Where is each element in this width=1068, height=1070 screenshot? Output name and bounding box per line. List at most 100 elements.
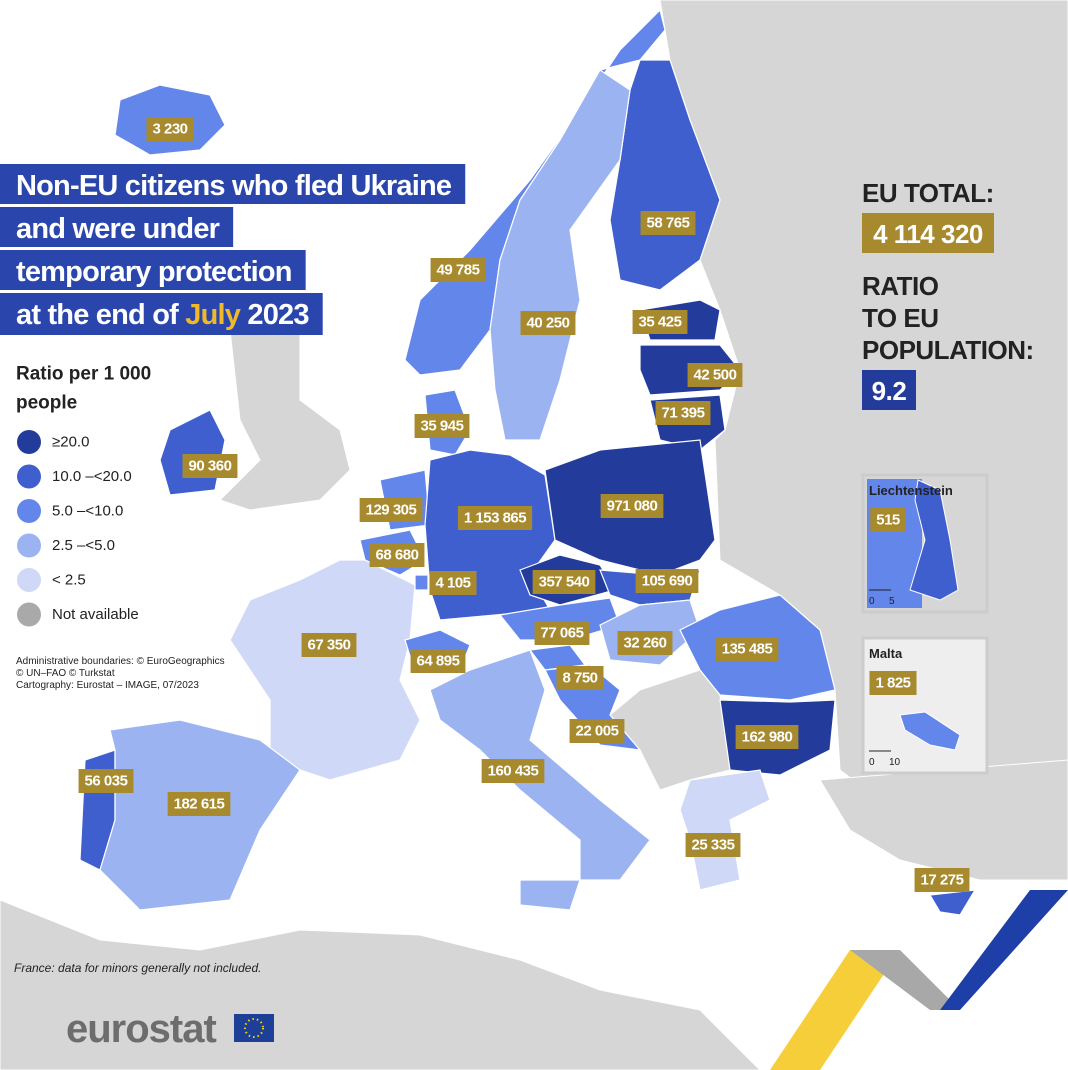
value-label-box [635, 569, 699, 593]
value-label-box [600, 494, 664, 518]
value-label-box [534, 621, 590, 645]
value-label-text: 71 395 [662, 405, 705, 422]
value-label-box [182, 454, 238, 478]
logo: eurostat [66, 1007, 274, 1051]
value-label: 68 680 [369, 543, 425, 567]
ratio-label: POPULATION: [862, 335, 1034, 365]
legend-swatch [17, 602, 41, 627]
credit-line: Administrative boundaries: © EuroGeograp… [16, 656, 225, 667]
credit-line: © UN–FAO © Turkstat [16, 668, 115, 679]
value-label-text: 35 945 [421, 418, 464, 435]
value-label-text: 56 035 [85, 773, 128, 790]
title-month: July [185, 299, 240, 331]
inset: Liechtenstein 515 0 5 [861, 473, 989, 614]
north-africa [0, 899, 761, 1070]
inset-country [899, 711, 961, 751]
value-label-text: 129 305 [366, 502, 417, 519]
value-label-text: 40 250 [527, 315, 570, 332]
ratio-box [862, 370, 916, 410]
value-label: 4 105 [429, 571, 477, 595]
legend-swatch [17, 533, 41, 558]
value-label-box [359, 498, 423, 522]
legend-swatch [17, 430, 41, 454]
legend-title: people [16, 393, 77, 414]
value-label: 1 153 865 [457, 506, 533, 530]
ribbon [770, 890, 1068, 1070]
eu-total-label: EU TOTAL: [862, 178, 994, 208]
inset-value-text: 515 [876, 512, 900, 529]
title-bg [0, 207, 234, 247]
value-label-box [414, 414, 470, 438]
value-label-box [556, 666, 604, 690]
inset: Malta 1 825 0 10 [861, 636, 989, 775]
value-label-text: 17 275 [921, 872, 964, 889]
country [679, 769, 771, 891]
inset-value-box [870, 508, 906, 532]
footnote: France: data for minors generally not in… [14, 961, 261, 975]
value-label-text: 971 080 [607, 498, 658, 515]
inset-value-text: 1 825 [875, 675, 910, 692]
value-label-box [914, 868, 970, 892]
country [229, 559, 421, 781]
value-label-box [481, 759, 545, 783]
legend-swatch [17, 464, 41, 489]
country [414, 574, 429, 591]
title-line: at the end of July 2023 [16, 299, 309, 331]
value-label-text: 77 065 [541, 625, 584, 642]
value-label-text: 25 335 [692, 837, 735, 854]
title-line: and were under [16, 213, 220, 245]
value-label-text: 357 540 [539, 574, 590, 591]
value-label-box [640, 211, 696, 235]
title-line: Non-EU citizens who fled Ukraine [16, 170, 452, 202]
country-island [519, 879, 581, 911]
value-label-text: 58 765 [647, 215, 690, 232]
title-bg [0, 250, 306, 290]
value-label-text: 90 360 [189, 458, 232, 475]
value-label-box [167, 792, 231, 816]
value-label: 129 305 [359, 498, 423, 522]
country [159, 409, 226, 496]
eu-total: EU TOTAL: 4 114 320 [862, 178, 994, 253]
ribbon-gray [850, 950, 960, 1010]
value-label-text: 182 615 [174, 796, 225, 813]
scale-label: 5 [889, 596, 895, 607]
logo-text: eurostat [66, 1007, 216, 1051]
value-label: 105 690 [635, 569, 699, 593]
title-bg [0, 293, 323, 335]
insets: Liechtenstein 515 0 5 Malta 1 825 0 10 [861, 473, 989, 775]
scale-label: 0 [869, 757, 875, 768]
eu-total-value: 4 114 320 [873, 219, 983, 249]
value-label: 77 065 [534, 621, 590, 645]
value-label: 3 230 [146, 117, 194, 141]
country [929, 889, 977, 916]
value-label-text: 49 785 [437, 262, 480, 279]
value-label-box [146, 117, 194, 141]
value-label: 90 360 [182, 454, 238, 478]
value-label-text: 64 895 [417, 653, 460, 670]
value-label: 71 395 [655, 401, 711, 425]
value-label-text: 35 425 [639, 314, 682, 331]
legend-label: Not available [52, 606, 139, 623]
value-label-box [569, 719, 625, 743]
ratio-value: 9.2 [872, 376, 907, 406]
legend-swatch [17, 499, 41, 523]
scale-label: 0 [869, 596, 875, 607]
value-label-text: 32 260 [624, 635, 667, 652]
scale-label: 10 [889, 757, 901, 768]
value-label-box [687, 363, 743, 387]
value-label-box [617, 631, 673, 655]
value-label: 40 250 [520, 311, 576, 335]
legend-label: ≥20.0 [52, 434, 89, 451]
value-label: 182 615 [167, 792, 231, 816]
value-label-box [301, 633, 357, 657]
title: Non-EU citizens who fled Ukraine and were… [0, 164, 466, 335]
value-label: 42 500 [687, 363, 743, 387]
value-label-box [532, 570, 596, 594]
value-labels: 3 230 49 785 58 765 40 250 35 425 42 500 71 39… [78, 117, 970, 892]
inset-value: 515 [870, 508, 906, 532]
value-label: 58 765 [640, 211, 696, 235]
value-label-box [430, 258, 486, 282]
value-label: 22 005 [569, 719, 625, 743]
